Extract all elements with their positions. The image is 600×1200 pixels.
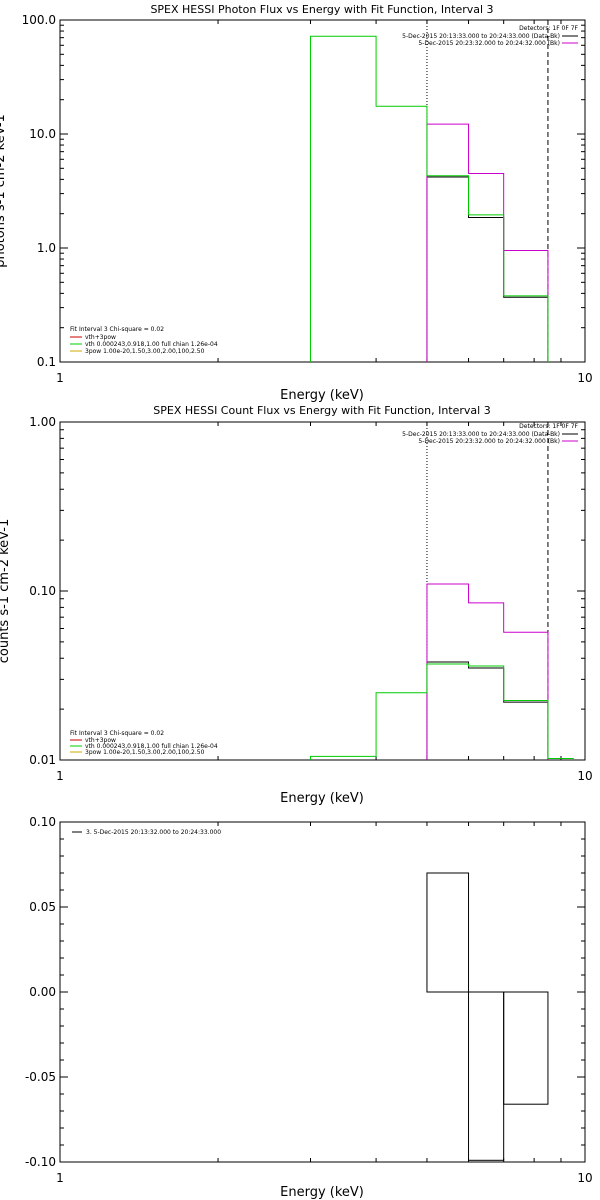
header-legend: Detectors: 1F 0F 7F 5-Dec-2015 20:13:33.… <box>402 25 578 47</box>
y-tick-label: 10.0 <box>29 127 56 141</box>
legend-entry-bk: 5-Dec-2015 20:23:32.000 to 20:24:32.000 … <box>418 438 560 445</box>
y-tick-label: 100.0 <box>22 13 56 27</box>
plot-frame <box>59 19 586 363</box>
fit-legend-entry: vth+3pow <box>85 334 116 341</box>
x-tick-label: 10 <box>577 371 592 385</box>
x-tick-label: 10 <box>577 1171 592 1185</box>
series-step-line <box>426 123 549 362</box>
fit-legend-entry: vth 0.000243,0.918,1.00 full chian 1.26e… <box>85 743 218 750</box>
residual-legend: 3. 5-Dec-2015 20:13:32.000 to 20:24:33.0… <box>72 829 221 836</box>
series-step-line <box>426 661 549 760</box>
photon-flux-panel: SPEX HESSI Photon Flux vs Energy with Fi… <box>0 3 593 403</box>
fit-legend-entry: 3pow 1.00e-20,1.50,3.00,2.00,100,2.50 <box>85 348 205 355</box>
legend-detectors: Detectors: 1F 0F 7F <box>519 423 578 430</box>
chart-title: SPEX HESSI Photon Flux vs Energy with Fi… <box>150 3 493 16</box>
legend-entry: 3. 5-Dec-2015 20:13:32.000 to 20:24:33.0… <box>86 829 221 836</box>
y-tick-label: 0.00 <box>29 985 56 999</box>
x-axis-label: Energy (keV) <box>280 791 364 806</box>
y-tick-label: -0.05 <box>25 1070 56 1084</box>
y-tick-label: 0.05 <box>29 900 56 914</box>
y-tick-label: 0.10 <box>29 584 56 598</box>
x-tick-label: 1 <box>56 1171 64 1185</box>
legend-entry-bk: 5-Dec-2015 20:23:32.000 to 20:24:32.000 … <box>418 40 560 47</box>
series-step-line <box>309 663 574 760</box>
y-axis-label: photons s-1 cm-2 keV-1 <box>0 114 8 268</box>
series-step-line <box>426 176 549 362</box>
y-tick-label: -0.10 <box>25 1155 56 1169</box>
y-tick-label: 1.0 <box>37 241 56 255</box>
count-flux-panel: SPEX HESSI Count Flux vs Energy with Fit… <box>0 404 593 806</box>
x-tick-label: 1 <box>56 371 64 385</box>
fit-legend: Fit Interval 3 Chi-square = 0.02 vth+3po… <box>70 326 218 355</box>
fit-legend-title: Fit Interval 3 Chi-square = 0.02 <box>70 730 164 737</box>
chart-title: SPEX HESSI Count Flux vs Energy with Fit… <box>153 404 490 417</box>
fit-legend: Fit Interval 3 Chi-square = 0.02 vth+3po… <box>70 730 218 756</box>
residual-bar <box>503 991 549 1105</box>
legend-entry-data: 5-Dec-2015 20:13:33.000 to 20:24:33.000 … <box>402 33 560 40</box>
series-step-line <box>309 35 549 362</box>
header-legend: Detectors: 1F 0F 7F 5-Dec-2015 20:13:33.… <box>402 423 578 445</box>
plot-frame <box>59 421 586 761</box>
y-axis-label: counts s-1 cm-2 keV-1 <box>0 519 12 664</box>
x-tick-label: 10 <box>577 769 592 783</box>
fit-legend-title: Fit Interval 3 Chi-square = 0.02 <box>70 326 164 333</box>
residuals-panel: Energy (keV) -0.10 -0.05 0.00 0.05 0.10 1 10 3… <box>25 815 593 1200</box>
residual-bar <box>468 991 505 1161</box>
fit-legend-entry: vth+3pow <box>85 737 116 744</box>
residual-bar <box>426 872 470 993</box>
fit-legend-entry: vth 0.000243,0.918,1.00 full chian 1.26e… <box>85 341 218 348</box>
series-step-line <box>426 583 549 760</box>
legend-entry-data: 5-Dec-2015 20:13:33.000 to 20:24:33.000 … <box>402 431 560 438</box>
y-tick-label: 0.1 <box>37 355 56 369</box>
y-tick-label: 0.10 <box>29 815 56 829</box>
x-tick-label: 1 <box>56 769 64 783</box>
x-axis-label: Energy (keV) <box>280 388 364 403</box>
y-tick-label: 1.00 <box>29 415 56 429</box>
y-tick-label: 0.01 <box>29 753 56 767</box>
x-axis-label: Energy (keV) <box>280 1185 364 1200</box>
legend-detectors: Detectors: 1F 0F 7F <box>519 25 578 32</box>
fit-legend-entry: 3pow 1.00e-20,1.50,3.00,2.00,100,2.50 <box>85 749 205 756</box>
